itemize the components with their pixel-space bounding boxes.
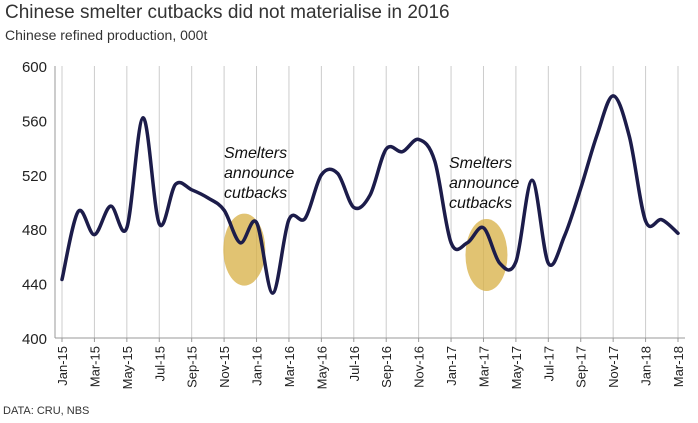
chart-title: Chinese smelter cutbacks did not materia… — [5, 2, 450, 23]
x-tick-label: Jan-16 — [250, 346, 265, 386]
annotation-text: cutbacks — [449, 195, 512, 212]
highlight-ellipse — [465, 219, 508, 292]
x-tick-label: Jul-16 — [347, 346, 362, 381]
annotation-text: announce — [224, 165, 294, 182]
x-tick-label: Jul-15 — [152, 346, 167, 381]
x-tick-label: Jan-18 — [639, 346, 654, 386]
x-tick-label: Jan-17 — [444, 346, 459, 386]
chart-subtitle: Chinese refined production, 000t — [5, 27, 208, 43]
x-tick-label: Mar-15 — [87, 346, 102, 387]
x-tick-label: Mar-17 — [476, 346, 491, 387]
annotation-text: announce — [449, 175, 519, 192]
y-tick-label: 440 — [22, 277, 47, 294]
annotation-text: Smelters — [449, 155, 512, 172]
annotation-text: cutbacks — [224, 185, 287, 202]
series-line — [60, 94, 680, 295]
annotation-text: Smelters — [224, 145, 287, 162]
x-tick-label: May-15 — [120, 346, 135, 389]
x-tick-label: Sep-16 — [379, 346, 394, 388]
x-tick-label: May-17 — [509, 346, 524, 389]
x-tick-label: Mar-16 — [282, 346, 297, 387]
x-tick-label: Nov-16 — [412, 346, 427, 388]
y-tick-label: 600 — [22, 59, 47, 76]
x-tick-label: Sep-17 — [574, 346, 589, 388]
data-source: DATA: CRU, NBS — [3, 405, 90, 417]
y-tick-label: 400 — [22, 331, 47, 348]
x-tick-label: Jul-17 — [541, 346, 556, 381]
x-tick-label: Nov-15 — [217, 346, 232, 388]
y-tick-label: 480 — [22, 222, 47, 239]
x-tick-label: May-16 — [314, 346, 329, 389]
x-tick-label: Nov-17 — [606, 346, 621, 388]
x-tick-label: Mar-18 — [671, 346, 686, 387]
x-tick-label: Sep-15 — [185, 346, 200, 388]
y-tick-label: 520 — [22, 168, 47, 185]
x-tick-label: Jan-15 — [55, 346, 70, 386]
y-tick-label: 560 — [22, 113, 47, 130]
